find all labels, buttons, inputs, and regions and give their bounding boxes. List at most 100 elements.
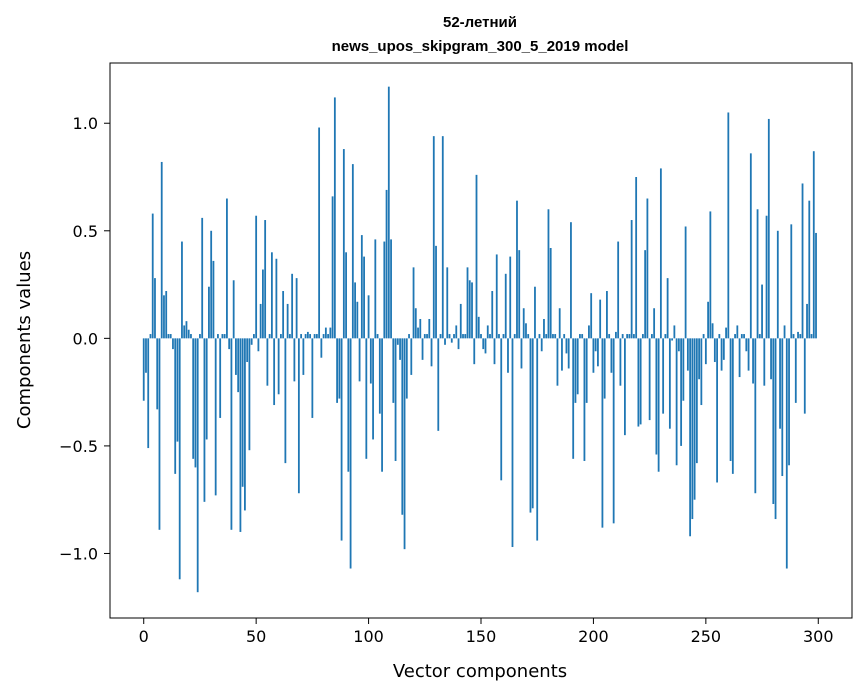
bar (199, 334, 201, 339)
bar (758, 334, 761, 339)
bar (246, 338, 249, 363)
bar (565, 338, 568, 354)
bar (668, 338, 671, 429)
bar (145, 338, 147, 373)
bar (223, 334, 226, 339)
bar (675, 338, 678, 466)
bar (354, 282, 356, 339)
bar (291, 273, 294, 339)
bar (480, 334, 482, 339)
bar (621, 334, 624, 339)
bar (695, 338, 698, 464)
x-tick-label: 50 (246, 627, 266, 646)
bar (392, 338, 395, 403)
bar (752, 338, 754, 384)
bar (365, 338, 368, 459)
y-axis-ticks: −1.0 −0.5 0.0 0.5 1.0 (59, 114, 110, 563)
bar (776, 230, 779, 339)
bar (462, 334, 464, 339)
bar (722, 338, 725, 360)
bar (419, 318, 422, 339)
chart-subtitle: news_upos_skipgram_300_5_2019 model (332, 38, 629, 55)
bar (275, 258, 278, 339)
bar (426, 334, 428, 339)
bar (808, 200, 811, 339)
bar (279, 334, 282, 339)
bar (466, 267, 469, 339)
bar (351, 164, 354, 339)
bar (803, 338, 806, 414)
bar (743, 334, 745, 339)
bar (142, 338, 145, 401)
bar (513, 334, 516, 339)
bar (486, 325, 489, 339)
bar (297, 338, 300, 494)
bar (311, 338, 314, 418)
bar (394, 338, 397, 461)
bar (190, 334, 192, 339)
bar (446, 267, 449, 339)
bar (529, 338, 532, 513)
bar (358, 338, 361, 382)
bar (288, 334, 291, 339)
bar (356, 301, 359, 339)
bar (322, 334, 325, 339)
bar (201, 217, 204, 339)
bar (707, 301, 709, 339)
bar (428, 318, 431, 339)
bar (360, 235, 363, 339)
bar (410, 338, 413, 375)
bar (770, 338, 772, 380)
bar (403, 338, 406, 550)
bar (376, 334, 379, 339)
bar (677, 338, 680, 352)
bar (655, 338, 658, 455)
bar (648, 338, 651, 421)
bar (169, 334, 172, 339)
bar (257, 338, 260, 352)
bar (583, 338, 586, 461)
bar (657, 338, 660, 472)
bar (552, 334, 554, 339)
bar (781, 338, 784, 477)
bar (790, 224, 793, 339)
bar (441, 136, 444, 339)
bar (309, 334, 312, 339)
bar (812, 151, 815, 339)
x-axis-ticks: 0 50 100 150 200 250 300 (139, 618, 834, 646)
bar (439, 334, 442, 339)
bar (331, 196, 334, 339)
bar (597, 338, 599, 367)
bar (435, 245, 437, 339)
bar (639, 338, 642, 425)
bar (156, 338, 159, 410)
bar (484, 338, 487, 354)
bar (176, 338, 179, 442)
bar (214, 338, 217, 496)
bar (151, 213, 154, 339)
bar (196, 338, 199, 593)
bar (659, 168, 662, 339)
bar (626, 334, 629, 339)
bar (767, 118, 770, 339)
bar (788, 338, 790, 466)
bar (711, 323, 714, 339)
bar (372, 338, 374, 440)
bar (450, 338, 453, 343)
bar (255, 215, 258, 339)
bar (637, 338, 640, 427)
bar (244, 338, 246, 511)
bar (473, 338, 476, 365)
bar (396, 338, 399, 345)
bar (324, 327, 327, 339)
bar (248, 338, 251, 451)
bar (644, 250, 647, 339)
bar (315, 334, 318, 339)
bar (779, 338, 781, 429)
bar (561, 338, 563, 371)
bar (277, 338, 280, 395)
bar (455, 325, 458, 339)
bar (666, 278, 669, 339)
bar (725, 327, 727, 339)
